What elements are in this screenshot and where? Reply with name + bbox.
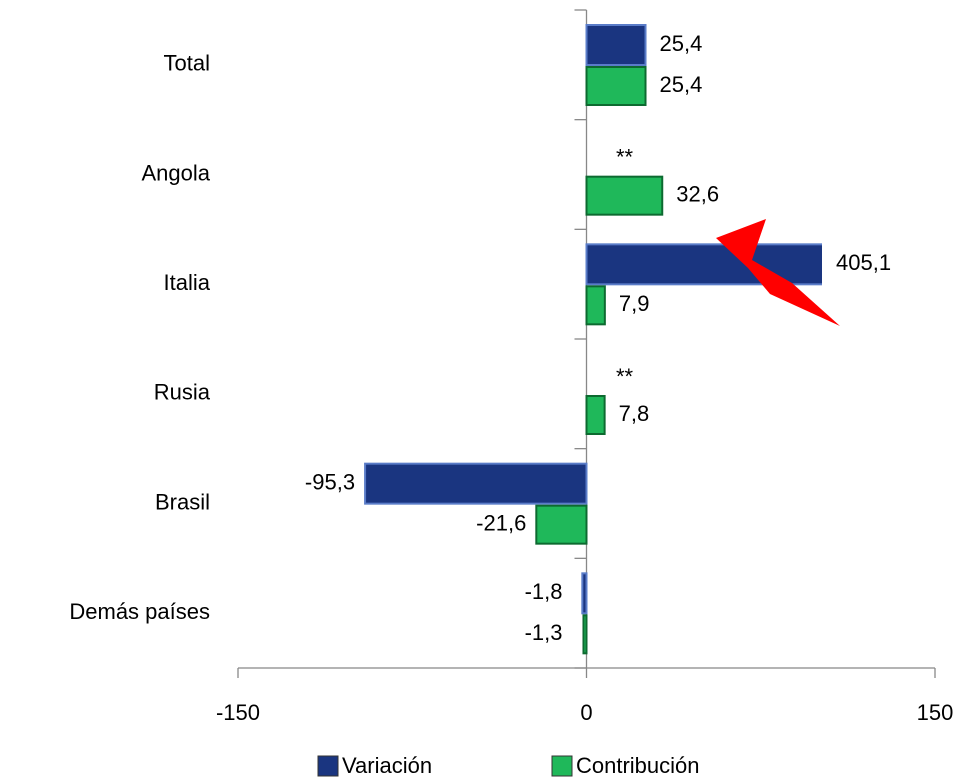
bar [585, 175, 664, 216]
bar [585, 24, 647, 66]
bar [535, 504, 588, 545]
value-label: -95,3 [305, 469, 355, 494]
value-label: -1,8 [525, 579, 563, 604]
legend-label: Contribución [576, 753, 700, 778]
bar [585, 285, 606, 326]
axis-break [716, 219, 840, 326]
legend-swatch [317, 755, 339, 777]
category-label: Brasil [155, 489, 210, 514]
bar [581, 572, 588, 615]
value-label: 32,6 [676, 181, 719, 206]
value-label: 25,4 [660, 31, 703, 56]
category-label: Demás países [69, 599, 210, 624]
value-label: -21,6 [476, 510, 526, 535]
category-label: Total [164, 51, 210, 76]
bar [585, 66, 647, 106]
bar [585, 243, 822, 286]
legend-label: Variación [342, 753, 432, 778]
bar [585, 395, 606, 435]
legend-swatch [551, 755, 573, 777]
x-tick-label: 0 [580, 700, 592, 725]
value-label: 25,4 [660, 72, 703, 97]
category-label: Italia [164, 270, 211, 295]
x-tick-label: -150 [216, 700, 260, 725]
value-label: -1,3 [525, 620, 563, 645]
bar [364, 462, 588, 505]
value-label: ** [616, 364, 634, 389]
x-tick-label: 150 [917, 700, 954, 725]
category-label: Angola [141, 160, 210, 185]
value-label: ** [616, 144, 634, 169]
value-label: 405,1 [836, 250, 891, 275]
value-label: 7,9 [619, 291, 650, 316]
bar [582, 614, 588, 655]
value-label: 7,8 [619, 401, 650, 426]
category-label: Rusia [154, 380, 211, 405]
